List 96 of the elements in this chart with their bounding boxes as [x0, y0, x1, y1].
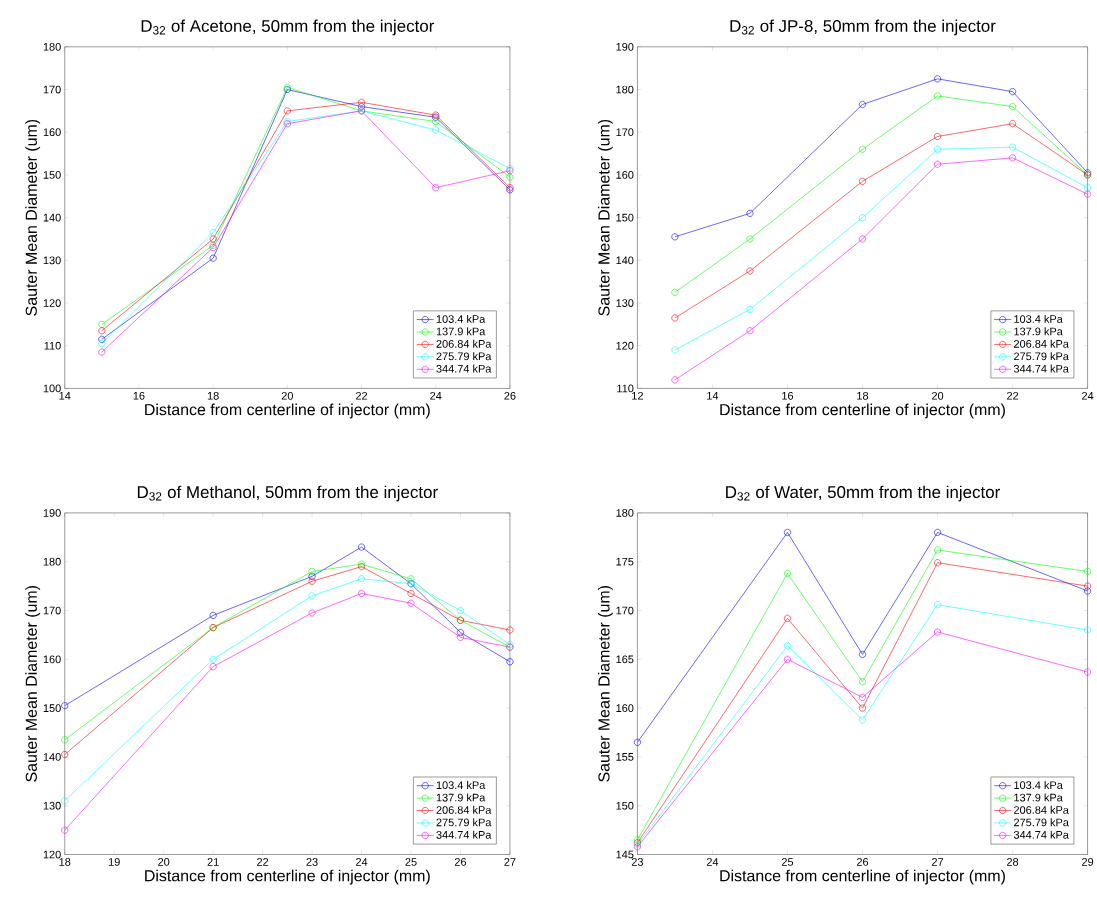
y-tick-label: 130	[616, 298, 634, 307]
y-tick-label: 140	[616, 256, 634, 265]
x-tick-label: 26	[454, 857, 467, 866]
legend-label: 344.74 kPa	[1013, 830, 1069, 839]
legend-label: 103.4 kPa	[1014, 314, 1063, 323]
x-tick-label: 24	[430, 391, 442, 400]
y-tick-label: 180	[43, 557, 61, 566]
legend-label: 206.84 kPa	[436, 339, 492, 348]
chart-title: D$_{32}$ of JP-8, 50mm from the injector	[730, 19, 996, 36]
y-tick-label: 120	[43, 850, 61, 859]
legend-label: 137.9 kPa	[1014, 327, 1063, 336]
y-tick-label: 160	[43, 128, 61, 136]
y-axis-title: Sauter Mean Diameter (um)	[597, 585, 613, 782]
legend-label: 137.9 kPa	[1014, 793, 1063, 802]
x-tick-label: 16	[782, 391, 794, 400]
legend-label: 344.74 kPa	[436, 830, 492, 839]
x-tick-label: 16	[133, 391, 145, 400]
y-axis-title: Sauter Mean Diameter (um)	[25, 119, 41, 316]
x-tick-label: 26	[856, 857, 869, 866]
legend-label: 137.9 kPa	[436, 327, 486, 336]
chart-title: D$_{32}$ of Water, 50mm from the injector	[726, 485, 1000, 502]
y-tick-label: 160	[616, 704, 634, 712]
legend-label: 103.4 kPa	[1014, 780, 1063, 789]
y-tick-label: 165	[616, 655, 634, 664]
y-tick-label: 155	[616, 752, 634, 761]
x-axis-title: Distance from centerline of injector (mm)	[145, 403, 430, 419]
legend-label: 344.74 kPa	[436, 364, 492, 373]
x-tick-label: 22	[355, 391, 368, 400]
x-tick-label: 18	[59, 857, 71, 866]
y-tick-label: 150	[616, 801, 634, 810]
x-tick-label: 18	[207, 391, 219, 400]
y-tick-label: 140	[43, 752, 61, 761]
y-tick-label: 120	[43, 298, 61, 307]
x-axis-title: Distance from centerline of injector (mm)	[720, 869, 1005, 885]
x-tick-label: 20	[281, 391, 293, 400]
legend-label: 275.79 kPa	[1014, 818, 1069, 827]
x-tick-label: 26	[504, 391, 516, 400]
y-tick-label: 175	[616, 557, 634, 566]
x-tick-label: 27	[931, 857, 944, 866]
y-tick-label: 180	[616, 508, 634, 517]
y-tick-label: 190	[43, 508, 61, 517]
y-tick-label: 130	[43, 801, 61, 810]
y-tick-label: 100	[43, 384, 61, 393]
chart-title: D$_{32}$ of Methanol, 50mm from the injector	[137, 485, 438, 502]
y-tick-label: 180	[616, 85, 634, 94]
y-axis-title: Sauter Mean Diameter (um)	[597, 119, 613, 316]
y-tick-label: 150	[616, 213, 634, 222]
y-tick-label: 130	[43, 256, 61, 265]
legend-label: 344.74 kPa	[1013, 364, 1069, 373]
x-tick-label: 20	[931, 391, 944, 400]
y-axis-title: Sauter Mean Diameter (um)	[25, 585, 41, 782]
legend-label: 206.84 kPa	[436, 805, 492, 814]
x-tick-label: 25	[781, 857, 794, 866]
x-tick-label: 24	[355, 857, 368, 866]
legend-label: 206.84 kPa	[1014, 805, 1069, 814]
legend-label: 206.84 kPa	[1014, 339, 1069, 348]
x-tick-label: 27	[504, 857, 516, 866]
y-tick-label: 170	[616, 128, 634, 136]
y-tick-label: 170	[43, 606, 61, 615]
legend-label: 275.79 kPa	[1014, 351, 1069, 361]
x-tick-label: 12	[632, 391, 643, 400]
legend-label: 137.9 kPa	[436, 793, 486, 802]
x-tick-label: 25	[405, 857, 417, 866]
x-tick-label: 19	[108, 857, 120, 866]
y-tick-label: 110	[617, 384, 634, 393]
y-tick-label: 170	[43, 85, 61, 94]
x-tick-label: 20	[158, 857, 170, 866]
x-tick-label: 18	[857, 391, 869, 400]
x-tick-label: 14	[707, 391, 719, 400]
chart-title: D$_{32}$ of Acetone, 50mm from the injector	[141, 19, 435, 36]
legend-label: 275.79 kPa	[436, 818, 492, 827]
x-tick-label: 23	[306, 857, 318, 866]
x-tick-label: 14	[59, 391, 71, 400]
x-tick-label: 22	[1007, 391, 1019, 400]
x-tick-label: 29	[1082, 857, 1094, 866]
y-tick-label: 110	[44, 341, 61, 350]
y-tick-label: 150	[43, 170, 61, 179]
y-tick-label: 120	[616, 341, 634, 350]
x-tick-label: 24	[1082, 391, 1094, 400]
legend-label: 275.79 kPa	[436, 351, 492, 361]
x-tick-label: 24	[706, 857, 719, 866]
x-tick-label: 21	[207, 857, 219, 866]
y-tick-label: 190	[616, 42, 634, 51]
x-tick-label: 22	[257, 857, 269, 866]
y-tick-label: 160	[616, 170, 634, 179]
x-axis-title: Distance from centerline of injector (mm)	[145, 869, 430, 885]
legend-label: 103.4 kPa	[436, 314, 486, 323]
y-tick-label: 140	[43, 213, 61, 222]
y-tick-label: 145	[616, 850, 634, 859]
y-tick-label: 170	[616, 606, 634, 615]
x-tick-label: 28	[1007, 857, 1019, 866]
y-tick-label: 180	[43, 42, 61, 51]
x-axis-title: Distance from centerline of injector (mm)	[720, 403, 1005, 419]
legend-label: 103.4 kPa	[436, 780, 486, 789]
y-tick-label: 160	[43, 655, 61, 664]
y-tick-label: 150	[43, 704, 61, 712]
